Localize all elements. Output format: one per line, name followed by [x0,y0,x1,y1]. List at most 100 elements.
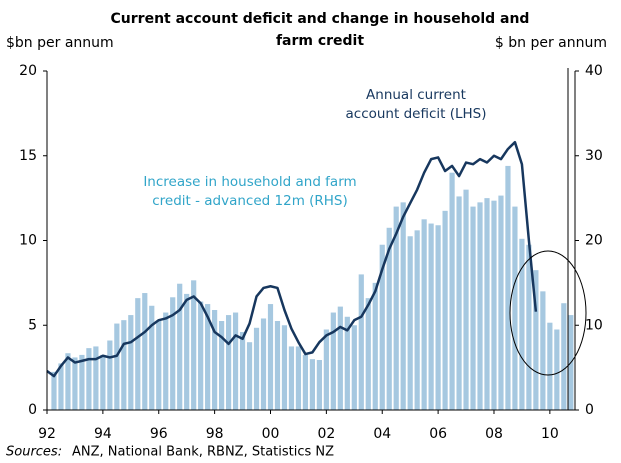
annotation: credit - advanced 12m (RHS) [152,193,348,209]
bar [463,189,469,410]
bar [344,316,350,410]
x-tick-label: 92 [38,426,56,442]
y2-tick-label: 20 [585,233,603,249]
y2-tick-label: 40 [585,63,603,79]
bar [372,282,378,410]
bar [484,198,490,410]
bar [400,202,406,410]
annotation: Increase in household and farm [143,174,356,190]
x-tick-label: 10 [541,426,559,442]
bar [267,304,274,410]
x-tick-label: 94 [94,426,112,442]
bar [358,274,364,410]
plot-area: 0 5 10 15 20 0 10 20 30 40 92 94 96 98 00 02 04 06 08 10 [19,63,603,442]
bar [295,346,302,410]
bar [239,332,246,410]
bar [491,200,497,410]
bar [114,323,120,410]
bar [456,196,462,410]
y2-tick-label: 30 [585,148,603,164]
bar [505,165,511,410]
bar [65,353,71,410]
bar [121,320,127,410]
bar [100,354,106,410]
bar [198,301,204,410]
source-label: Sources: [6,445,62,460]
y-tick-label: 15 [19,148,37,164]
bar [309,359,315,410]
bar [526,244,532,410]
x-tick-label: 06 [429,426,447,442]
bar [337,306,343,410]
bar [302,354,309,410]
bar [191,280,197,410]
bar [274,321,281,410]
bar [470,206,476,410]
highlight-circle [509,250,587,376]
bar [163,312,169,410]
bar [323,329,329,410]
y-tick-label: 0 [28,402,37,418]
bar [561,303,567,410]
annotation: account deficit (LHS) [346,106,487,122]
bar [177,283,183,410]
y-tick-label: 5 [28,317,37,333]
source: ANZ, National Bank, RBNZ, Statistics NZ [72,445,334,460]
bar [225,315,232,410]
bar [428,223,434,410]
bar [212,309,218,410]
bar [498,195,504,410]
x-tick-label: 08 [485,426,503,442]
y2-axis-label: $ bn per annum [495,35,607,51]
y2-tick-label: 10 [585,317,603,333]
bar [219,321,225,410]
bar [246,342,253,410]
bar [316,359,322,410]
chart-title: Current account deficit and change in ho… [111,11,530,27]
bar [351,325,357,410]
bar [107,340,113,410]
bar [512,206,518,410]
chart-title: farm credit [276,33,364,49]
x-tick-label: 96 [150,426,168,442]
bar [407,236,413,410]
bar [421,219,427,410]
bar [540,291,546,410]
bar [330,312,336,410]
line [46,140,538,378]
x-tick-label: 98 [206,426,224,442]
bar [442,210,448,410]
y-axis-label: $bn per annum [6,35,114,51]
bar [142,293,148,410]
bar [379,244,385,410]
bar [93,346,99,410]
bar [449,172,455,410]
bar [156,321,162,410]
bar [79,354,85,410]
bar [547,322,553,410]
bar [135,298,141,410]
bar [281,325,288,410]
bar [58,363,64,410]
bar [170,297,176,410]
bar [149,305,155,410]
bar [414,230,420,410]
x-tick-label: 02 [317,426,335,442]
bar [533,270,539,410]
y-tick-label: 20 [19,63,37,79]
bar [184,293,190,410]
bar [519,238,525,410]
bar [477,202,483,410]
bar [288,346,295,410]
y2-tick-label: 0 [585,402,594,418]
x-tick-label: 04 [373,426,391,442]
bar [260,318,267,410]
bar [205,304,211,410]
bar [386,227,392,410]
bar [435,225,441,410]
bar [554,329,560,410]
bar [253,327,260,410]
bar [51,371,57,410]
bar [232,312,239,410]
